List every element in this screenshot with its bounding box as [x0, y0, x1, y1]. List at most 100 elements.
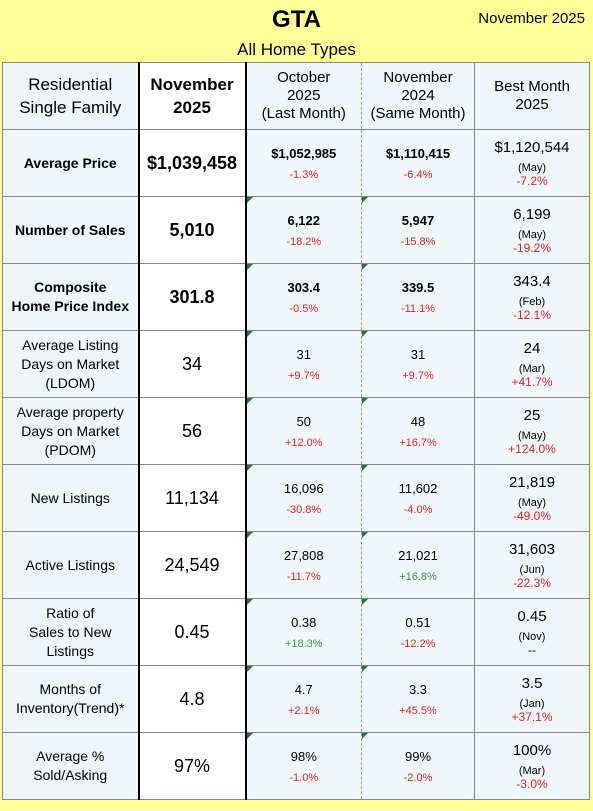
current-value: 5,010 — [169, 219, 215, 240]
row-label-cell: Number of Sales — [2, 196, 139, 264]
same-month-value: 31 — [410, 346, 426, 362]
same-month-cell: $1,110,415 -6.4% — [361, 129, 475, 197]
best-month-name: (Mar) — [518, 764, 546, 777]
last-month-change: -0.5% — [289, 302, 319, 315]
last-month-value: 4.7 — [294, 681, 313, 697]
last-month-value: 303.4 — [287, 279, 321, 295]
current-value-cell: 301.8 — [137, 263, 247, 331]
header-same-line2: 2024 — [401, 87, 435, 104]
row-label-line1: Average Listing — [22, 336, 119, 353]
best-month-cell: 343.4 (Feb) -12.1% — [474, 263, 590, 331]
best-month-change: -3.0% — [516, 776, 548, 791]
last-month-cell: $1,052,985 -1.3% — [245, 129, 362, 197]
best-month-name: (Mar) — [518, 362, 546, 375]
best-month-change: -22.3% — [512, 575, 552, 590]
current-value: $1,039,458 — [146, 152, 238, 173]
current-value: 56 — [181, 420, 203, 441]
current-value: 301.8 — [169, 286, 215, 307]
current-value: 11,134 — [165, 487, 219, 508]
header-same-month-cell: November 2024 (Same Month) — [361, 62, 475, 130]
row-label-line1: Composite — [34, 279, 107, 295]
comment-marker-icon — [246, 197, 253, 203]
current-value-cell: 11,134 — [137, 464, 247, 532]
current-value-cell: 4.8 — [137, 665, 247, 733]
market-stats-table: Residential Single Family November 2025 … — [2, 62, 590, 800]
last-month-cell: 50 +12.0% — [245, 397, 362, 465]
comment-marker-icon — [246, 331, 253, 337]
same-month-value: 5,947 — [401, 212, 435, 228]
same-month-cell: 5,947 -15.8% — [361, 196, 475, 264]
same-month-change: -15.8% — [400, 235, 436, 248]
row-label-line3: (PDOM) — [44, 441, 96, 458]
same-month-change: +16.7% — [399, 436, 437, 449]
row-label-line1: Months of — [39, 681, 101, 697]
current-value-cell: 97% — [137, 732, 247, 800]
header-label-cell: Residential Single Family — [2, 62, 139, 130]
header-best-month-cell: Best Month 2025 — [474, 62, 590, 130]
row-label-cell: Ratio of Sales to New Listings — [2, 598, 139, 666]
best-month-value: 25 — [523, 406, 541, 424]
row-label-line3: Listings — [46, 642, 94, 659]
best-month-change: -- — [528, 642, 536, 657]
best-month-cell: 3.5 (Jan) +37.1% — [474, 665, 590, 733]
last-month-cell: 16,096 -30.8% — [245, 464, 362, 532]
current-value-cell: 56 — [137, 397, 247, 465]
same-month-cell: 99% -2.0% — [361, 732, 475, 800]
comment-marker-icon — [246, 532, 253, 538]
best-month-value: 3.5 — [521, 674, 543, 692]
last-month-value: 50 — [296, 413, 311, 429]
header-same-line1: November — [383, 69, 453, 86]
comment-marker-icon — [362, 465, 368, 471]
row-label-line2: Days on Market — [21, 355, 120, 372]
same-month-change: -2.0% — [403, 771, 433, 784]
last-month-cell: 31 +9.7% — [245, 330, 362, 398]
row-label-cell: Composite Home Price Index — [2, 263, 139, 331]
comment-marker-icon — [362, 398, 368, 404]
best-month-cell: 25 (May) +124.0% — [474, 397, 590, 465]
header-best-line1: Best Month — [494, 78, 570, 95]
current-value-cell: 34 — [137, 330, 247, 398]
same-month-change: -4.0% — [403, 503, 433, 516]
last-month-cell: 4.7 +2.1% — [245, 665, 362, 733]
comment-marker-icon — [362, 599, 368, 605]
row-label-line2: Inventory(Trend)* — [16, 700, 125, 716]
best-month-value: 31,603 — [509, 540, 555, 558]
row-label-line1: Number of Sales — [15, 221, 126, 238]
last-month-cell: 27,808 -11.7% — [245, 531, 362, 599]
best-month-value: 343.4 — [513, 272, 551, 290]
header-best-line2: 2025 — [515, 96, 549, 113]
comment-marker-icon — [246, 599, 253, 605]
best-month-cell: 31,603 (Jun) -22.3% — [474, 531, 590, 599]
header-last-line3: (Last Month) — [261, 105, 346, 122]
comment-marker-icon — [362, 197, 368, 203]
last-month-change: +18.3% — [284, 637, 323, 650]
table-row: Average property Days on Market (PDOM) 56 50… — [2, 397, 590, 465]
table-row: Number of Sales 5,010 6,122 -18.2% 5,947 -15.… — [2, 196, 590, 264]
last-month-change: -1.3% — [289, 168, 319, 181]
row-label-line2: Sales to New — [29, 623, 112, 640]
row-label-line1: Average property — [16, 403, 124, 420]
last-month-cell: 98% -1.0% — [245, 732, 362, 800]
best-month-change: -7.2% — [516, 173, 548, 188]
best-month-name: (May) — [517, 429, 547, 442]
best-month-value: 0.45 — [517, 607, 547, 625]
best-month-value: 21,819 — [509, 473, 555, 491]
row-label-line1: Active Listings — [25, 556, 115, 573]
row-label-cell: Average property Days on Market (PDOM) — [2, 397, 139, 465]
best-month-change: -12.1% — [512, 307, 552, 322]
same-month-cell: 339.5 -11.1% — [361, 263, 475, 331]
same-month-cell: 3.3 +45.5% — [361, 665, 475, 733]
report-title: GTA — [272, 6, 321, 33]
comment-marker-icon — [362, 331, 368, 337]
last-month-value: 16,096 — [283, 480, 324, 496]
same-month-value: 339.5 — [401, 279, 435, 295]
row-label-line3: (LDOM) — [45, 374, 96, 391]
table-row: New Listings 11,134 16,096 -30.8% 11,602 -4.0… — [2, 464, 590, 532]
last-month-cell: 0.38 +18.3% — [245, 598, 362, 666]
current-value-cell: 24,549 — [137, 531, 247, 599]
same-month-cell: 31 +9.7% — [361, 330, 475, 398]
same-month-cell: 0.51 -12.2% — [361, 598, 475, 666]
same-month-cell: 48 +16.7% — [361, 397, 475, 465]
last-month-value: 31 — [296, 346, 311, 362]
header-current-line2: 2025 — [173, 98, 211, 117]
